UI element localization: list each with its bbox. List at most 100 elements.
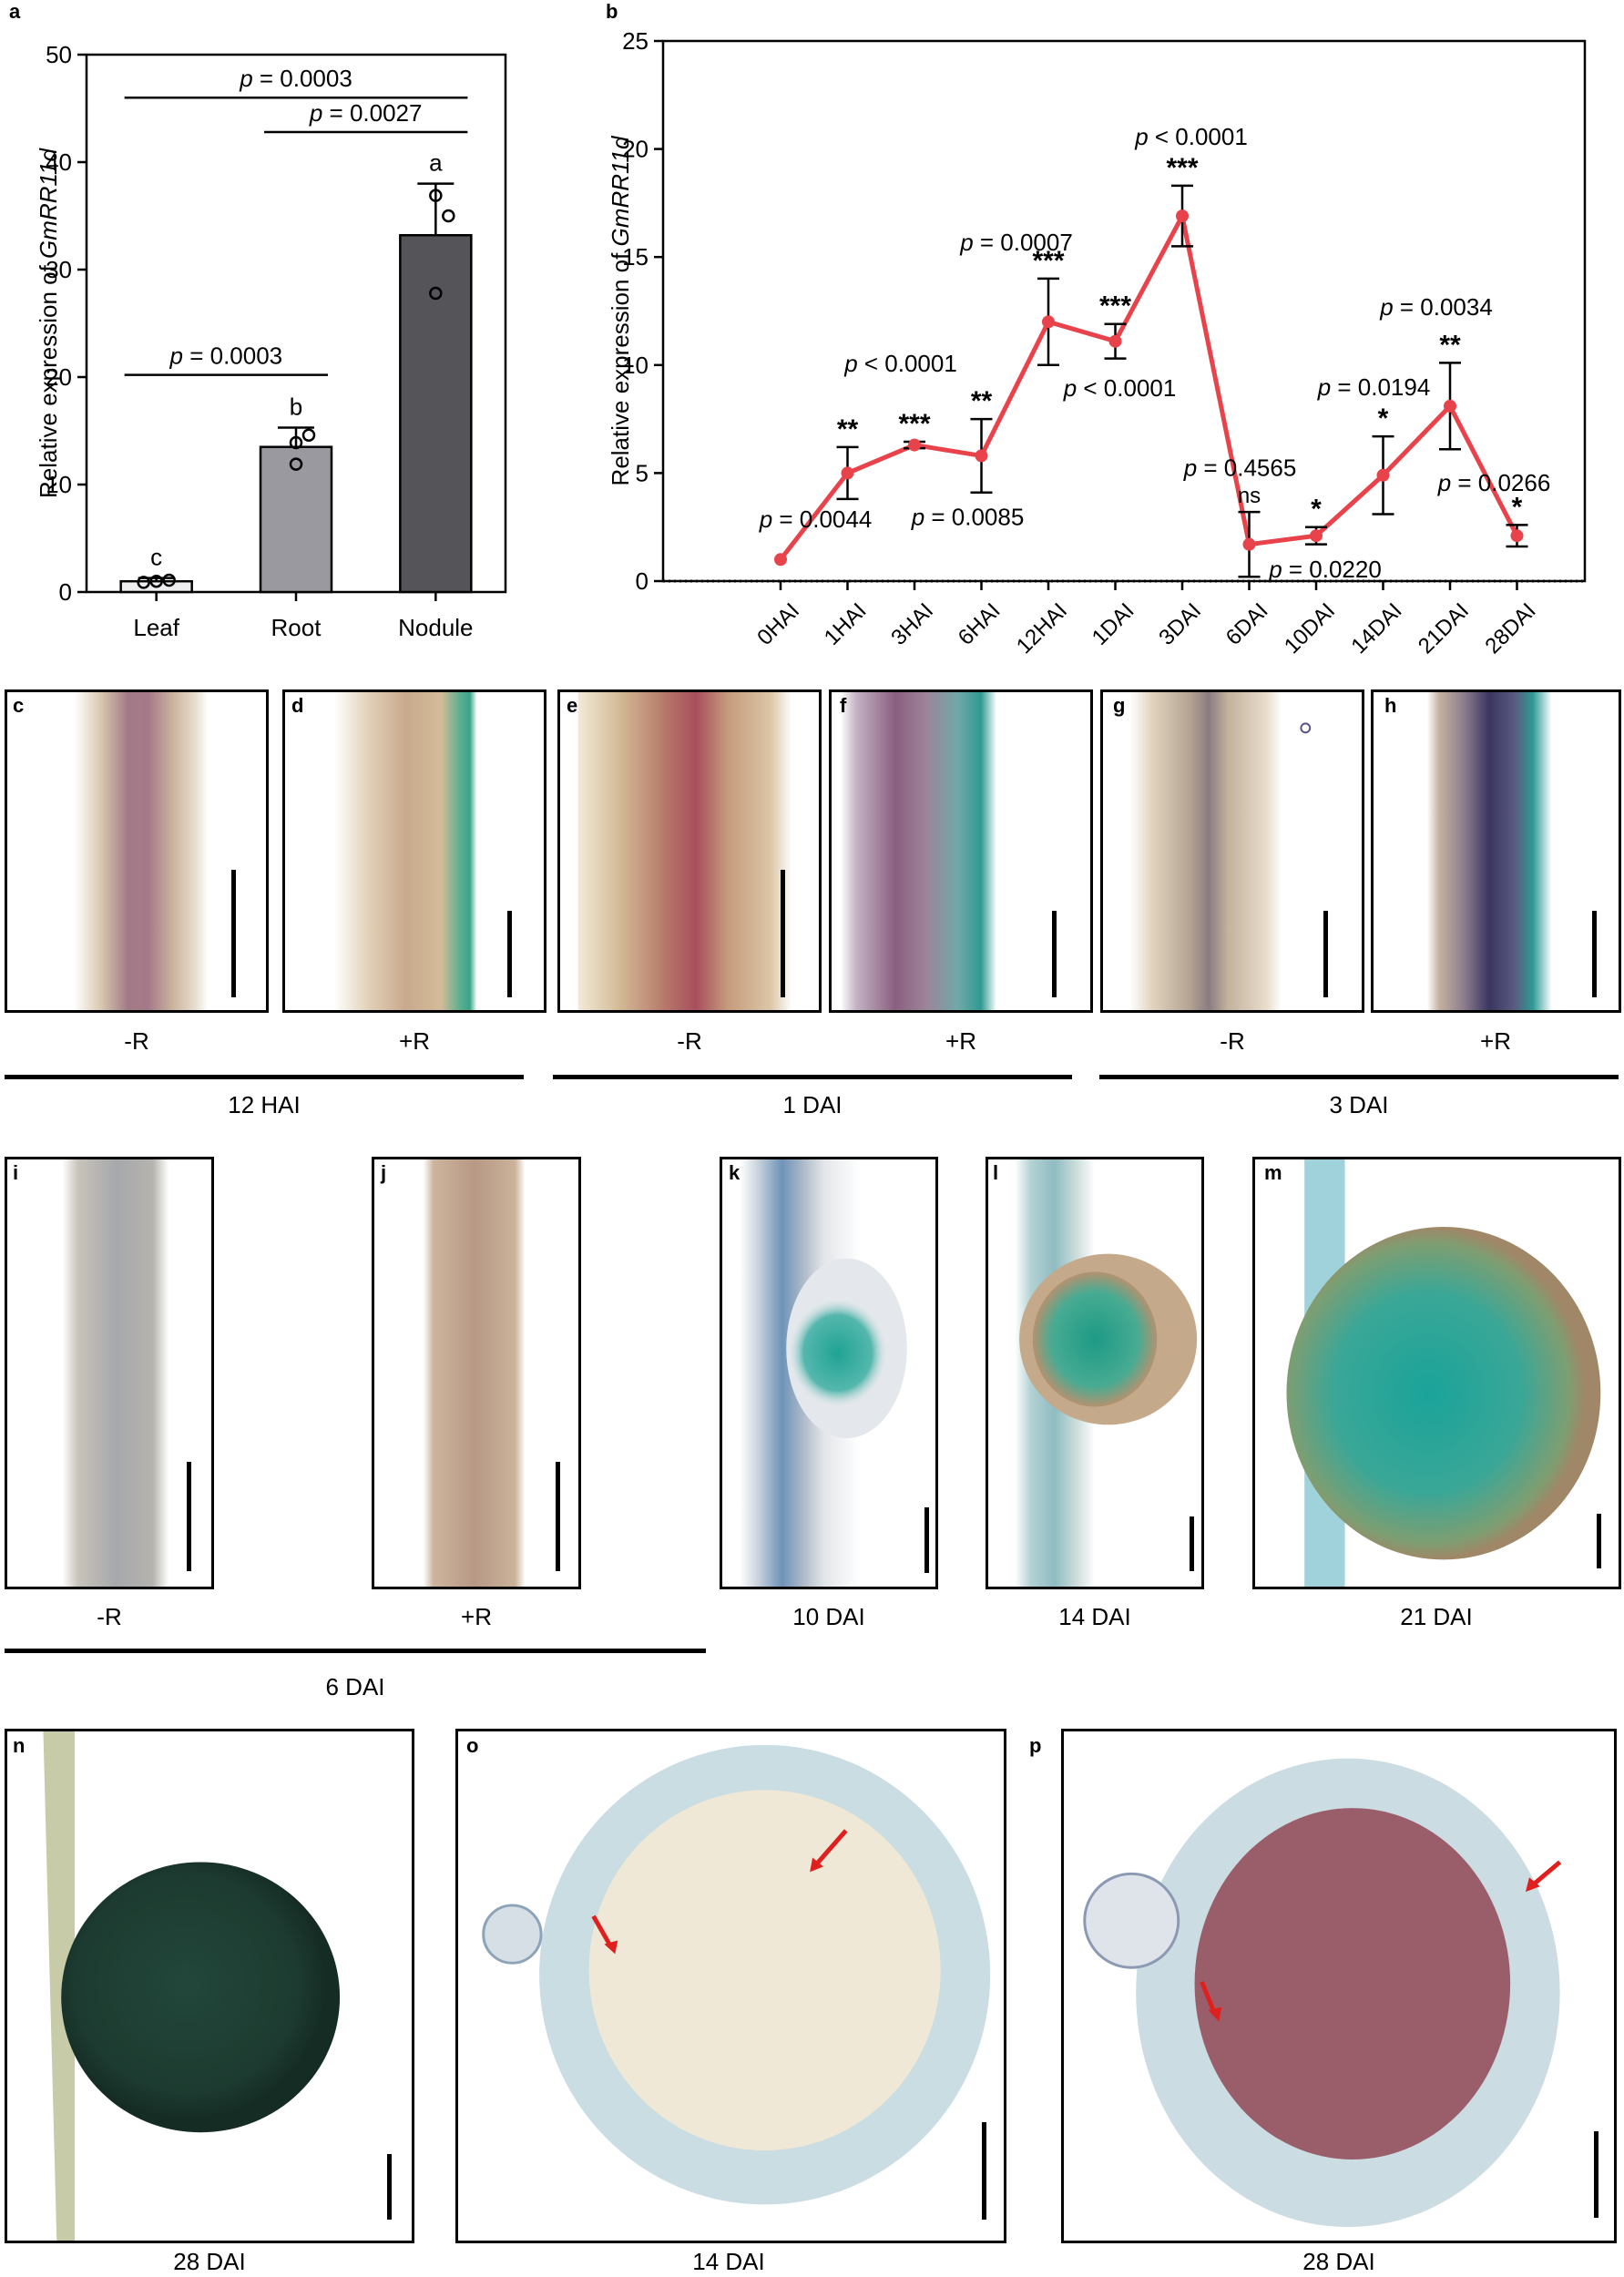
chart-a-comparison-label: p = 0.0003	[239, 65, 352, 92]
chart-b-xtick-label: 0HAI	[752, 598, 804, 650]
chart-a-point	[149, 574, 163, 588]
chart-a-point	[301, 428, 316, 442]
chart-a-xtick-label: Nodule	[398, 614, 473, 641]
chart-a-point	[429, 189, 443, 202]
scale-bar-n	[387, 2154, 392, 2220]
chart-a-bar	[259, 445, 333, 594]
chart-b-series-line	[779, 209, 1519, 561]
micrograph-p	[1061, 1729, 1617, 2243]
chart-b-point	[1176, 209, 1189, 223]
scale-bar-g	[1323, 911, 1328, 997]
chart-b-point	[1042, 315, 1055, 329]
micrograph-k	[720, 1157, 938, 1589]
micrograph-f	[829, 689, 1093, 1013]
chart-b-significance: *	[1311, 495, 1322, 525]
caption-o: 14 DAI	[692, 2248, 765, 2275]
chart-a-ylabel: Relative expression of GmRR11d	[35, 148, 62, 498]
scale-bar-k	[924, 1507, 929, 1573]
chart-b-point	[908, 438, 921, 452]
chart-b-pvalue-label: p = 0.0194	[1317, 373, 1431, 401]
chart-a-ytick-label: 10	[46, 471, 72, 498]
caption-n: 28 DAI	[173, 2248, 246, 2275]
chart-b-ytick-label: 25	[622, 27, 649, 55]
chart-b-xtick-label: 21DAI	[1414, 598, 1474, 659]
caption-l: 14 DAI	[1058, 1603, 1131, 1630]
caption-d: +R	[399, 1027, 430, 1055]
micrograph-o	[455, 1729, 1006, 2243]
chart-b-point	[975, 449, 988, 463]
chart-b-pvalue-label: p = 0.0044	[759, 505, 873, 533]
chart-b-point	[1444, 399, 1456, 413]
chart-a-point	[289, 435, 303, 450]
chart-b-xtick-label: 12HAI	[1012, 598, 1072, 659]
caption-g: -R	[1220, 1027, 1245, 1055]
panel-label-f: f	[840, 694, 847, 717]
chart-a-comparison-label: p = 0.0003	[169, 342, 283, 370]
panel-label-l: l	[993, 1161, 999, 1184]
chart-b-point	[1242, 537, 1256, 551]
panel-label-b: b	[606, 0, 618, 23]
caption-k: 10 DAI	[792, 1603, 865, 1630]
chart-a-sig-letter: b	[290, 393, 302, 420]
chart-b-xtick-label: 14DAI	[1346, 598, 1406, 659]
panel-label-n: n	[13, 1734, 26, 1757]
chart-b-pvalue-label: p = 0.0085	[911, 503, 1025, 530]
scale-bar-c	[231, 870, 236, 997]
micrograph-j	[372, 1157, 581, 1589]
micrograph-g	[1100, 689, 1364, 1013]
group-label-1dai: 1 DAI	[782, 1091, 843, 1118]
panel-label-c: c	[13, 694, 25, 717]
chart-a-comparison-label: p = 0.0027	[309, 99, 423, 127]
chart-b-pvalue-label: p < 0.0001	[843, 350, 957, 377]
chart-a-sig-letter: a	[429, 149, 443, 177]
chart-b-pvalue-label: p = 0.0034	[1379, 293, 1493, 321]
chart-a-point	[442, 209, 455, 223]
scale-bar-i	[187, 1462, 191, 1571]
chart-a-point	[429, 286, 443, 301]
chart-b-ytick-label: 5	[636, 459, 649, 486]
chart-b-pvalue-label: p < 0.0001	[1134, 123, 1248, 150]
caption-h: +R	[1480, 1027, 1511, 1055]
group-label-3dai: 3 DAI	[1329, 1091, 1389, 1118]
scale-bar-d	[507, 911, 512, 997]
caption-m: 21 DAI	[1400, 1603, 1473, 1630]
chart-a-sig-letter: c	[150, 544, 162, 571]
micrograph-d	[282, 689, 546, 1013]
micrograph-h	[1371, 689, 1621, 1013]
chart-b-significance: ***	[1032, 246, 1064, 276]
caption-f: +R	[945, 1027, 976, 1055]
chart-b-significance: ***	[1099, 291, 1131, 322]
chart-b-ylabel: Relative expression of GmRR11d	[607, 135, 634, 485]
micrograph-e	[557, 689, 822, 1013]
group-line-3dai	[1099, 1075, 1619, 1079]
panel-label-k: k	[729, 1161, 741, 1184]
micrograph-c	[5, 689, 269, 1013]
chart-a-ytick-label: 30	[46, 256, 72, 283]
chart-b-xtick-label: 6HAI	[954, 598, 1006, 650]
caption-p: 28 DAI	[1302, 2248, 1375, 2275]
group-line-1dai	[553, 1075, 1072, 1079]
chart-b-significance: **	[1439, 330, 1461, 360]
scale-bar-h	[1592, 911, 1597, 997]
panel-label-h: h	[1384, 694, 1397, 717]
scale-bar-p	[1594, 2131, 1598, 2218]
micrograph-m	[1252, 1157, 1621, 1589]
chart-b-point	[774, 553, 787, 567]
chart-b-point	[1376, 468, 1390, 482]
group-label-6dai: 6 DAI	[325, 1673, 385, 1700]
chart-b-pvalue-label: p = 0.4565	[1183, 454, 1297, 481]
micrograph-i	[5, 1157, 214, 1589]
group-line-12hai	[5, 1075, 524, 1079]
micrograph-l	[986, 1157, 1204, 1589]
chart-a-ytick-label: 40	[46, 148, 72, 176]
scale-bar-e	[781, 870, 785, 997]
chart-b-significance: *	[1512, 492, 1523, 522]
chart-b-point	[1310, 529, 1323, 543]
panel-label-j: j	[381, 1161, 387, 1184]
panel-label-d: d	[291, 694, 304, 717]
caption-i: -R	[97, 1603, 122, 1630]
scale-bar-f	[1052, 911, 1057, 997]
panel-label-g: g	[1113, 694, 1126, 717]
chart-b-xtick-label: 1DAI	[1088, 598, 1139, 650]
chart-b-point	[1108, 334, 1122, 348]
